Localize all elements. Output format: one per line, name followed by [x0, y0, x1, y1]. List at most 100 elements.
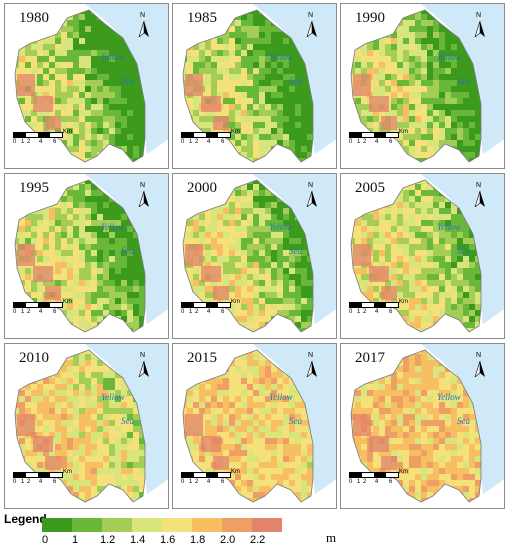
legend-swatch: [252, 518, 282, 532]
sea-area: [85, 174, 168, 324]
sea-label-line2: Sea: [289, 76, 302, 86]
scale-tick: 1: [21, 139, 25, 145]
sea-area: [85, 4, 168, 154]
sea-area: [421, 4, 504, 154]
scale-bar: Km 0 1 2 4 6: [13, 299, 85, 332]
scale-tick: 2: [363, 309, 367, 315]
scale-tick: 4: [375, 309, 379, 315]
sea-label-line2: Sea: [457, 246, 470, 256]
north-arrow-icon: N: [306, 182, 320, 210]
sea-label-line1: Yellow: [269, 52, 293, 62]
map-panel-1980: 1980 Yellow Sea N Km 0 1 2 4 6: [4, 3, 169, 169]
scale-bar: Km 0 1 2 4 6: [349, 469, 421, 502]
north-arrow-icon: N: [306, 352, 320, 380]
sea-label-line2: Sea: [457, 76, 470, 86]
scale-tick: 4: [39, 139, 43, 145]
sea-label-line1: Yellow: [269, 392, 293, 402]
sea-label-line1: Yellow: [101, 222, 125, 232]
scale-tick: 4: [375, 139, 379, 145]
sea-label-line2: Sea: [121, 246, 134, 256]
scale-bar: Km 0 1 2 4 6: [181, 129, 253, 162]
map-panel-2005: 2005 Yellow Sea N Km 0 1 2 4 6: [340, 173, 505, 339]
scale-tick: 0: [13, 479, 17, 485]
scale-tick: 6: [221, 309, 225, 315]
scale-unit: Km: [63, 469, 72, 475]
scale-tick: 2: [27, 479, 31, 485]
legend-tick-label: 1.8: [190, 534, 206, 546]
sea-label-line2: Sea: [289, 246, 302, 256]
scale-tick: 4: [39, 309, 43, 315]
map-1985: [182, 4, 336, 163]
scale-tick: 1: [21, 479, 25, 485]
map-year-label: 2015: [187, 350, 217, 366]
map-year-label: 2005: [355, 180, 385, 196]
map-year-label: 1980: [19, 10, 49, 26]
scale-tick: 6: [53, 479, 57, 485]
scale-bar: Km 0 1 2 4 6: [13, 469, 85, 502]
north-arrow-icon: N: [138, 182, 152, 210]
legend-title: Legend: [4, 512, 47, 526]
scale-bar: Km 0 1 2 4 6: [13, 129, 85, 162]
scale-tick: 6: [389, 139, 393, 145]
legend-tick-label: 0: [42, 534, 49, 546]
map-panel-1995: 1995 Yellow Sea N Km 0 1 2 4 6: [4, 173, 169, 339]
legend-tick-label: 1: [72, 534, 79, 546]
sea-area: [253, 4, 336, 154]
scale-unit: Km: [231, 469, 240, 475]
scale-tick: 1: [357, 309, 361, 315]
scale-tick: 0: [349, 139, 353, 145]
scale-tick: 0: [181, 479, 185, 485]
scale-tick: 2: [363, 479, 367, 485]
scale-tick: 4: [375, 479, 379, 485]
map-year-label: 1985: [187, 10, 217, 26]
sea-label-line2: Sea: [289, 416, 302, 426]
sea-area: [421, 344, 504, 494]
map-panel-2010: 2010 Yellow Sea N Km 0 1 2 4 6: [4, 343, 169, 509]
scale-unit: Km: [63, 299, 72, 305]
scale-tick: 1: [357, 479, 361, 485]
legend-tick-label: 1.4: [130, 534, 146, 546]
scale-tick: 0: [349, 309, 353, 315]
scale-tick: 0: [13, 139, 17, 145]
north-arrow-icon: N: [474, 352, 488, 380]
sea-area: [421, 174, 504, 324]
legend-unit: m: [326, 530, 337, 545]
map-grid: 1980 Yellow Sea N Km 0 1 2 4 6 1985 Yellow Sea N Km 0 1 2…: [4, 3, 505, 509]
map-year-label: 1995: [19, 180, 49, 196]
legend-swatch: [42, 518, 72, 532]
map-1990: [350, 4, 504, 163]
legend-tick-label: 2.0: [220, 534, 236, 546]
scale-unit: Km: [231, 299, 240, 305]
sea-label-line1: Yellow: [437, 52, 461, 62]
sea-area: [85, 344, 168, 494]
scale-tick: 2: [27, 309, 31, 315]
scale-bar: Km 0 1 2 4 6: [181, 299, 253, 332]
scale-tick: 0: [349, 479, 353, 485]
legend-swatches: [42, 518, 282, 532]
legend-swatch: [132, 518, 162, 532]
map-2005: [350, 174, 504, 333]
scale-tick: 1: [189, 479, 193, 485]
scale-tick: 2: [195, 139, 199, 145]
map-panel-2015: 2015 Yellow Sea N Km 0 1 2 4 6: [172, 343, 337, 509]
map-year-label: 2017: [355, 350, 385, 366]
map-panel-1985: 1985 Yellow Sea N Km 0 1 2 4 6: [172, 3, 337, 169]
scale-tick: 2: [195, 479, 199, 485]
scale-bar: Km 0 1 2 4 6: [349, 299, 421, 332]
sea-label-line2: Sea: [457, 416, 470, 426]
scale-tick: 0: [181, 139, 185, 145]
map-year-label: 2010: [19, 350, 49, 366]
sea-label-line1: Yellow: [101, 52, 125, 62]
legend-swatch: [102, 518, 132, 532]
sea-area: [253, 174, 336, 324]
scale-unit: Km: [399, 299, 408, 305]
legend-tick-label: 1.6: [160, 534, 176, 546]
sea-label-line1: Yellow: [437, 392, 461, 402]
scale-tick: 1: [357, 139, 361, 145]
legend-swatch: [192, 518, 222, 532]
scale-tick: 6: [53, 309, 57, 315]
scale-tick: 2: [27, 139, 31, 145]
scale-unit: Km: [399, 129, 408, 135]
scale-tick: 2: [195, 309, 199, 315]
legend-tick-label: 1.2: [100, 534, 116, 546]
